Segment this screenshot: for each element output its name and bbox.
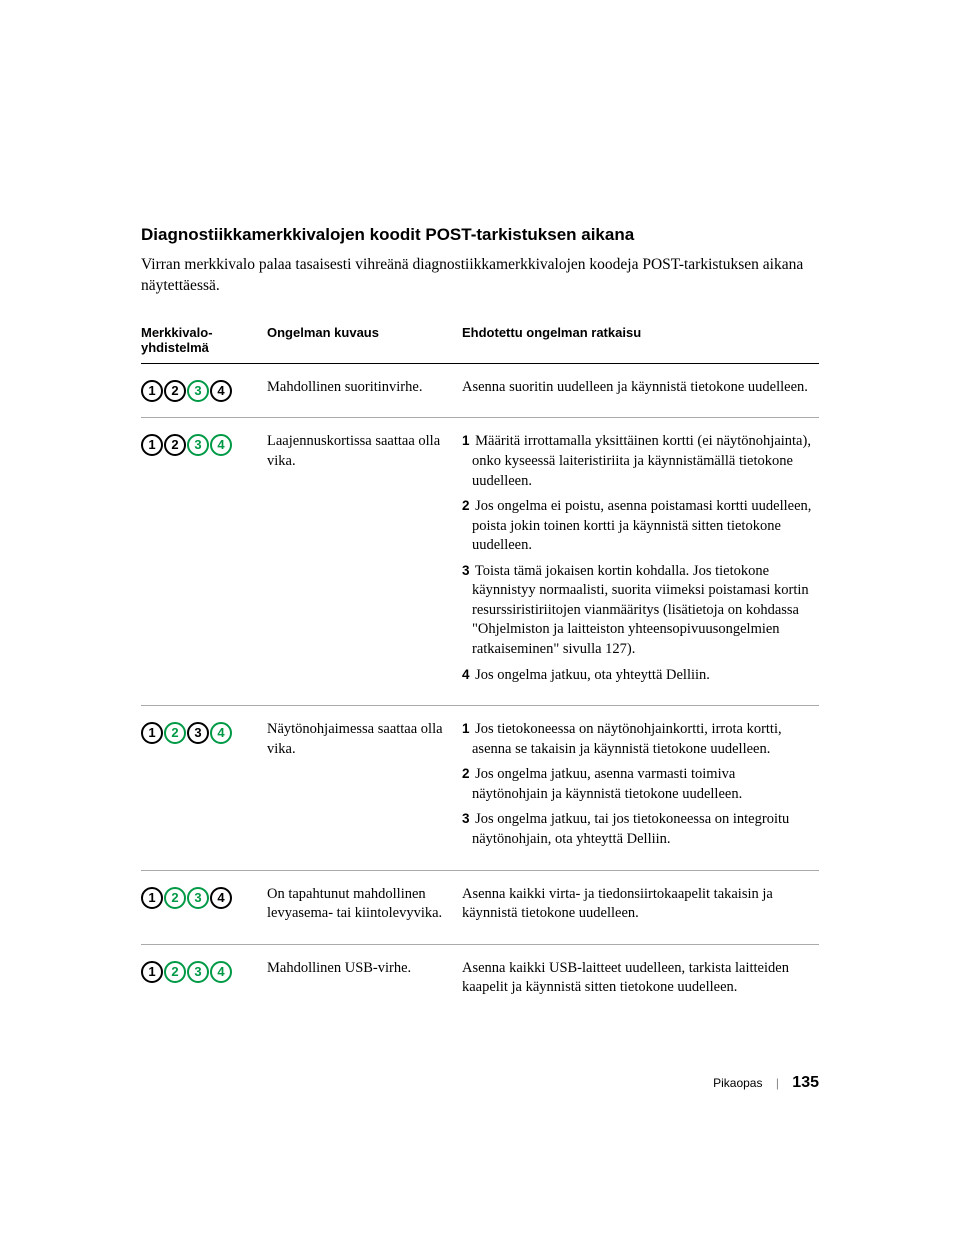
led-off-icon: 1 — [141, 380, 163, 402]
step-number: 4 — [462, 667, 470, 682]
led-on-icon: 4 — [210, 722, 232, 744]
step-text: Jos ongelma ei poistu, asenna poistamasi… — [472, 498, 811, 553]
lights-cell: 1234 — [141, 870, 267, 944]
led-on-icon: 3 — [187, 887, 209, 909]
table-row: 1234Mahdollinen USB-virhe.Asenna kaikki … — [141, 944, 819, 1018]
page-number: 135 — [792, 1074, 819, 1091]
led-on-icon: 2 — [164, 887, 186, 909]
lights-cell: 1234 — [141, 706, 267, 870]
step-number: 3 — [462, 563, 470, 578]
lights-cell: 1234 — [141, 418, 267, 706]
solution-cell: Asenna kaikki USB-laitteet uudelleen, ta… — [462, 944, 819, 1018]
solution-step: 1 Määritä irrottamalla yksittäinen kortt… — [462, 432, 813, 491]
solution-step: 2 Jos ongelma ei poistu, asenna poistama… — [462, 497, 813, 556]
solution-step: 1 Jos tietokoneessa on näytönohjainkortt… — [462, 720, 813, 759]
led-off-icon: 1 — [141, 434, 163, 456]
footer-separator: | — [776, 1076, 779, 1090]
description-cell: Mahdollinen USB-virhe. — [267, 944, 462, 1018]
page-footer: Pikaopas | 135 — [713, 1074, 819, 1092]
step-text: Määritä irrottamalla yksittäinen kortti … — [472, 433, 811, 488]
section-heading: Diagnostiikkamerkkivalojen koodit POST-t… — [141, 225, 819, 245]
step-number: 2 — [462, 498, 470, 513]
diagnostic-codes-table: Merkkivalo-yhdistelmä Ongelman kuvaus Eh… — [141, 325, 819, 1018]
led-off-icon: 3 — [187, 722, 209, 744]
solution-cell: Asenna suoritin uudelleen ja käynnistä t… — [462, 363, 819, 418]
led-on-icon: 3 — [187, 380, 209, 402]
led-off-icon: 2 — [164, 434, 186, 456]
led-on-icon: 4 — [210, 961, 232, 983]
step-text: Asenna suoritin uudelleen ja käynnistä t… — [462, 379, 808, 395]
description-cell: Näytönohjaimessa saattaa olla vika. — [267, 706, 462, 870]
solution-step: 3 Jos ongelma jatkuu, tai jos tietokonee… — [462, 810, 813, 849]
step-number: 3 — [462, 811, 470, 826]
table-row: 1234Mahdollinen suoritinvirhe.Asenna suo… — [141, 363, 819, 418]
solution-step: Asenna suoritin uudelleen ja käynnistä t… — [462, 378, 813, 398]
step-text: Asenna kaikki virta- ja tiedonsiirtokaap… — [462, 886, 773, 922]
lights-cell: 1234 — [141, 363, 267, 418]
table-row: 1234Laajennuskortissa saattaa olla vika.… — [141, 418, 819, 706]
led-off-icon: 2 — [164, 380, 186, 402]
solution-step: Asenna kaikki virta- ja tiedonsiirtokaap… — [462, 885, 813, 924]
step-text: Jos tietokoneessa on näytönohjainkortti,… — [472, 721, 782, 757]
table-row: 1234Näytönohjaimessa saattaa olla vika.1… — [141, 706, 819, 870]
description-cell: Mahdollinen suoritinvirhe. — [267, 363, 462, 418]
solution-step: Asenna kaikki USB-laitteet uudelleen, ta… — [462, 959, 813, 998]
step-text: Jos ongelma jatkuu, ota yhteyttä Delliin… — [475, 667, 710, 683]
led-off-icon: 4 — [210, 380, 232, 402]
step-text: Toista tämä jokaisen kortin kohdalla. Jo… — [472, 563, 809, 657]
step-number: 1 — [462, 433, 470, 448]
description-cell: On tapahtunut mahdollinen levyasema- tai… — [267, 870, 462, 944]
description-cell: Laajennuskortissa saattaa olla vika. — [267, 418, 462, 706]
led-off-icon: 1 — [141, 961, 163, 983]
led-off-icon: 1 — [141, 722, 163, 744]
solution-step: 3 Toista tämä jokaisen kortin kohdalla. … — [462, 562, 813, 660]
column-header-solution: Ehdotettu ongelman ratkaisu — [462, 325, 819, 364]
solution-cell: 1 Määritä irrottamalla yksittäinen kortt… — [462, 418, 819, 706]
led-on-icon: 2 — [164, 961, 186, 983]
solution-step: 4 Jos ongelma jatkuu, ota yhteyttä Delli… — [462, 666, 813, 686]
lights-cell: 1234 — [141, 944, 267, 1018]
step-number: 1 — [462, 721, 470, 736]
step-text: Asenna kaikki USB-laitteet uudelleen, ta… — [462, 960, 789, 996]
led-on-icon: 3 — [187, 961, 209, 983]
led-off-icon: 4 — [210, 887, 232, 909]
led-off-icon: 1 — [141, 887, 163, 909]
solution-step: 2 Jos ongelma jatkuu, asenna varmasti to… — [462, 765, 813, 804]
solution-cell: 1 Jos tietokoneessa on näytönohjainkortt… — [462, 706, 819, 870]
intro-paragraph: Virran merkkivalo palaa tasaisesti vihre… — [141, 255, 819, 297]
solution-cell: Asenna kaikki virta- ja tiedonsiirtokaap… — [462, 870, 819, 944]
step-number: 2 — [462, 766, 470, 781]
column-header-description: Ongelman kuvaus — [267, 325, 462, 364]
step-text: Jos ongelma jatkuu, tai jos tietokoneess… — [472, 811, 789, 847]
footer-label: Pikaopas — [713, 1076, 762, 1090]
led-on-icon: 2 — [164, 722, 186, 744]
step-text: Jos ongelma jatkuu, asenna varmasti toim… — [472, 766, 742, 802]
table-row: 1234On tapahtunut mahdollinen levyasema-… — [141, 870, 819, 944]
led-on-icon: 3 — [187, 434, 209, 456]
column-header-lights: Merkkivalo-yhdistelmä — [141, 325, 267, 364]
led-on-icon: 4 — [210, 434, 232, 456]
